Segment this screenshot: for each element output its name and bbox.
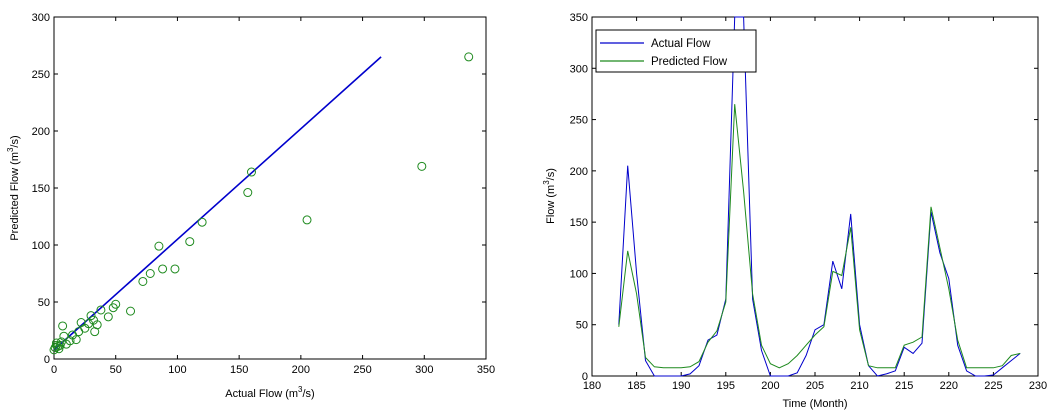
scatter-x-tick-label: 150	[230, 364, 248, 376]
scatter-point	[56, 337, 66, 347]
scatter-point	[96, 305, 106, 315]
scatter-point	[58, 321, 68, 331]
series-line-predicted-flow	[618, 104, 1021, 369]
scatter-ticks: 0 50 100 150 200 250 300 350 0 50 100 150 200 250 300	[32, 12, 496, 376]
timeseries-y-tick-label: 300	[570, 63, 588, 75]
legend-label-predicted-flow: Predicted Flow	[651, 56, 728, 68]
scatter-point	[59, 331, 69, 341]
scatter-x-tick-label: 350	[477, 364, 495, 376]
scatter-point	[154, 241, 164, 251]
timeseries-x-tick-label: 205	[806, 380, 824, 392]
scatter-x-tick-label: 100	[168, 364, 186, 376]
scatter-point	[111, 299, 121, 309]
timeseries-x-tick-label: 210	[850, 380, 868, 392]
timeseries-x-axis-label: Time (Month)	[783, 398, 848, 410]
timeseries-x-tick-label: 180	[583, 380, 601, 392]
timeseries-x-tick-label: 200	[761, 380, 779, 392]
scatter-point	[246, 167, 256, 177]
scatter-y-tick-label: 0	[44, 354, 50, 366]
scatter-point	[86, 311, 96, 321]
scatter-x-tick-label: 200	[292, 364, 310, 376]
scatter-point	[65, 336, 75, 346]
timeseries-y-axis-label: Flow (m3/s)	[542, 168, 557, 224]
legend: Actual Flow Predicted Flow	[595, 29, 757, 73]
timeseries-plot-area	[591, 16, 1039, 377]
timeseries-x-tick-label: 230	[1029, 380, 1047, 392]
scatter-y-tick-label: 100	[32, 240, 50, 252]
scatter-y-tick-label: 250	[32, 69, 50, 81]
scatter-y-tick-label: 300	[32, 12, 50, 24]
timeseries-x-tick-label: 215	[895, 380, 913, 392]
scatter-point	[464, 52, 474, 62]
scatter-point	[71, 335, 81, 345]
scatter-point	[126, 306, 136, 316]
timeseries-ticks: 180 185 190 195 200 205 210 215 220 225 230 0 50 100 1…	[570, 12, 1048, 392]
scatter-point	[170, 264, 180, 274]
scatter-point	[103, 312, 113, 322]
timeseries-y-tick-label: 350	[570, 12, 588, 24]
scatter-point	[158, 264, 168, 274]
scatter-point	[138, 276, 148, 286]
scatter-points	[49, 52, 474, 355]
scatter-x-tick-label: 300	[415, 364, 433, 376]
scatter-point	[84, 319, 94, 329]
timeseries-x-tick-label: 225	[984, 380, 1002, 392]
timeseries-y-tick-label: 150	[570, 217, 588, 229]
scatter-y-tick-label: 150	[32, 183, 50, 195]
timeseries-x-tick-label: 185	[627, 380, 645, 392]
timeseries-x-tick-label: 220	[940, 380, 958, 392]
scatter-y-axis-label: Predicted Flow (m3/s)	[6, 135, 21, 240]
scatter-y-tick-label: 200	[32, 126, 50, 138]
scatter-panel: 0 50 100 150 200 250 300 350050100150200250300 …	[6, 12, 495, 400]
scatter-point	[417, 161, 427, 171]
timeseries-lines	[618, 16, 1021, 377]
timeseries-y-tick-label: 200	[570, 166, 588, 178]
scatter-point	[197, 217, 207, 227]
scatter-x-axis-label: Actual Flow (m3/s)	[225, 385, 314, 400]
timeseries-y-tick-label: 250	[570, 115, 588, 127]
scatter-y-tick-label: 50	[38, 297, 50, 309]
scatter-point	[92, 320, 102, 330]
timeseries-x-tick-label: 190	[672, 380, 690, 392]
legend-label-actual-flow: Actual Flow	[651, 38, 711, 50]
scatter-plot-area	[53, 16, 487, 360]
scatter-point	[243, 188, 253, 198]
timeseries-x-tick-label: 195	[717, 380, 735, 392]
timeseries-y-tick-label: 100	[570, 268, 588, 280]
timeseries-y-tick-label: 0	[582, 371, 588, 383]
scatter-x-tick-label: 250	[353, 364, 371, 376]
timeseries-y-tick-label: 50	[576, 320, 588, 332]
timeseries-panel: 180 185 190 195 200 205 210 215 220 225 230 0 50 100 1…	[542, 12, 1047, 410]
scatter-point	[302, 215, 312, 225]
scatter-x-tick-label: 50	[110, 364, 122, 376]
scatter-x-tick-label: 0	[51, 364, 57, 376]
scatter-point	[185, 237, 195, 247]
legend-box	[595, 29, 757, 73]
scatter-fit-line	[53, 56, 382, 351]
scatter-point	[145, 269, 155, 278]
